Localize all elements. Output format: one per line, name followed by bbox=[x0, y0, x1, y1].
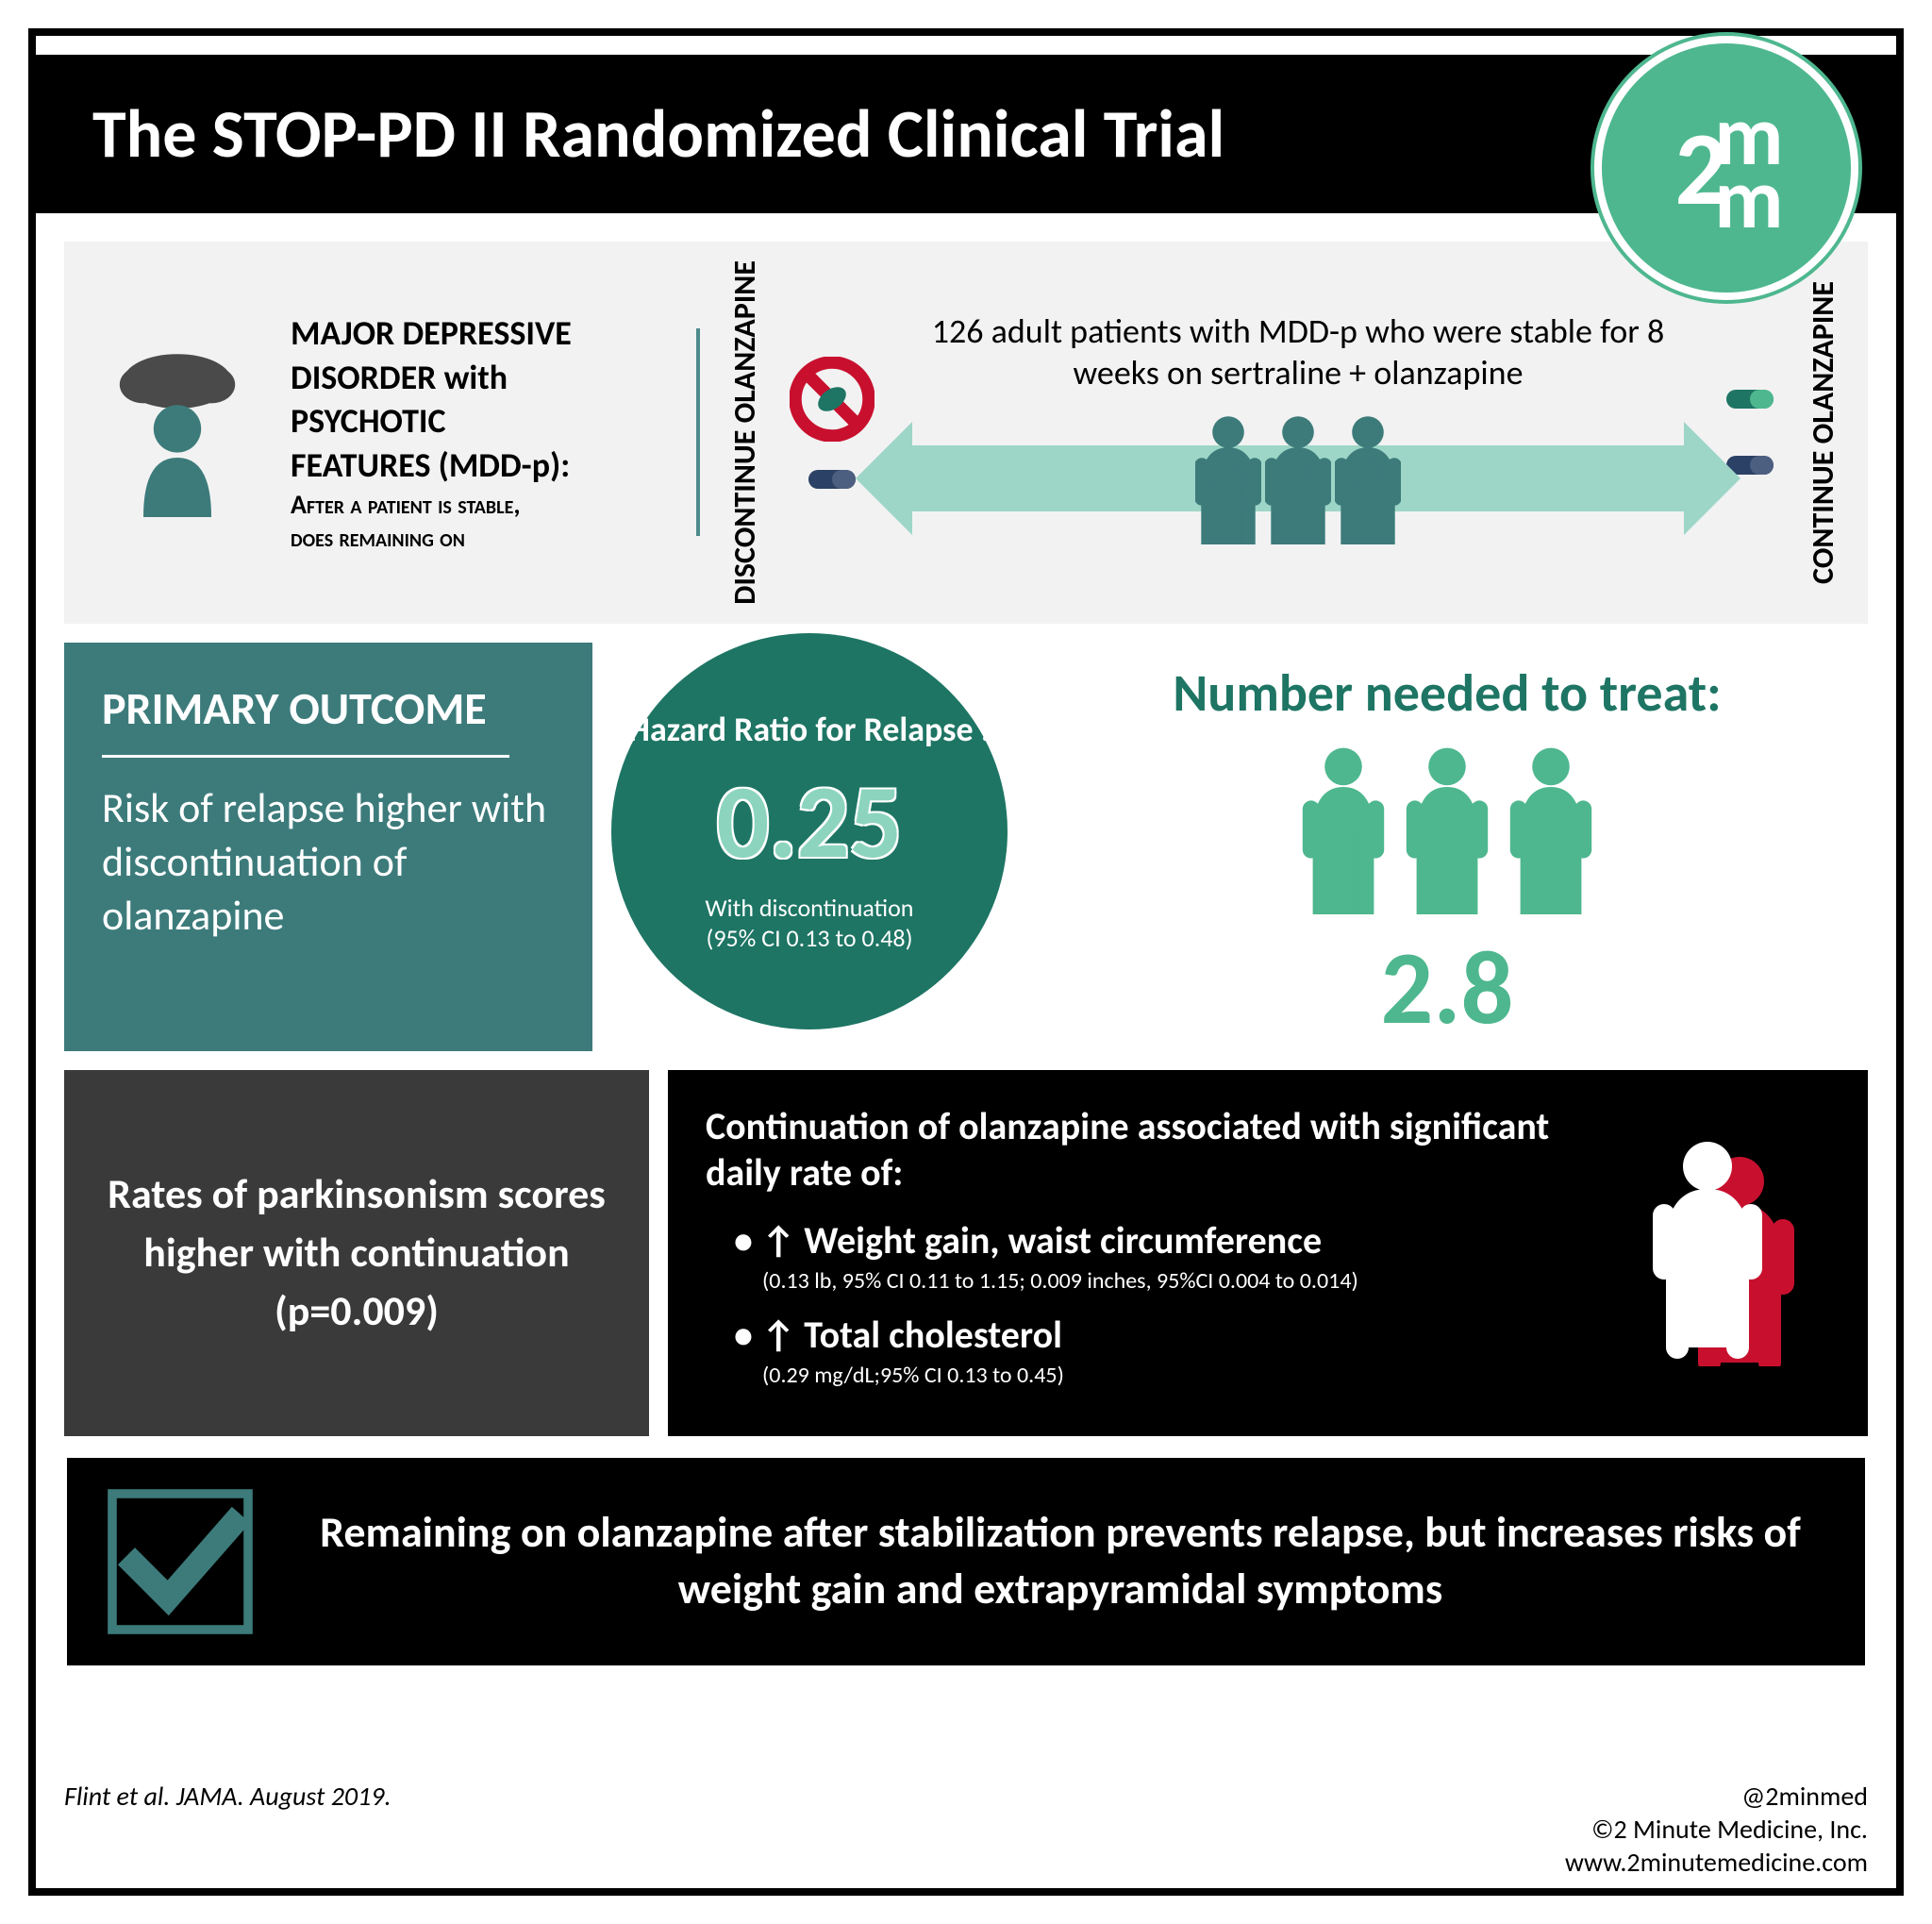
intro-row: MAJOR DEPRESSIVE DISORDER with PSYCHOTIC… bbox=[64, 242, 1868, 624]
continuation-item-weight: • ↑ Weight gain, waist circumference bbox=[734, 1214, 1613, 1267]
mdd-description: MAJOR DEPRESSIVE DISORDER with PSYCHOTIC… bbox=[291, 311, 668, 554]
mdd-sub2: does remaining on bbox=[291, 521, 668, 554]
continuation-detail-cholesterol: (0.29 mg/dL;95% CI 0.13 to 0.45) bbox=[762, 1362, 1613, 1389]
depressed-person-icon bbox=[92, 347, 262, 517]
mdd-line2: DISORDER with PSYCHOTIC bbox=[291, 356, 668, 444]
divider bbox=[102, 755, 509, 758]
conclusion-text: Remaining on olanzapine after stabilizat… bbox=[293, 1505, 1827, 1618]
primary-outcome-row: PRIMARY OUTCOME Risk of relapse higher w… bbox=[64, 643, 1868, 1051]
continuation-detail-weight: (0.13 lb, 95% CI 0.11 to 1.15; 0.009 inc… bbox=[762, 1267, 1613, 1295]
conclusion-row: Remaining on olanzapine after stabilizat… bbox=[64, 1455, 1868, 1668]
footer: Flint et al. JAMA. August 2019. @2minmed… bbox=[36, 1780, 1896, 1888]
mdd-line1: MAJOR DEPRESSIVE bbox=[291, 311, 668, 356]
vertical-divider bbox=[696, 328, 700, 536]
green-pill-icon bbox=[1722, 371, 1778, 427]
footer-credits: @2minmed ©2 Minute Medicine, Inc. www.2m… bbox=[1565, 1780, 1868, 1879]
population-text: 126 adult patients with MDD-p who were s… bbox=[903, 310, 1693, 393]
hazard-ratio-circle: Hazard Ratio for Relapse : 0.25 With dis… bbox=[611, 633, 1008, 1029]
continue-label: CONTINUE OLANZAPINE bbox=[1807, 281, 1840, 584]
primary-outcome-label: PRIMARY OUTCOME bbox=[102, 680, 555, 736]
logo-m2: m bbox=[1714, 168, 1777, 232]
footer-url: www.2minutemedicine.com bbox=[1565, 1846, 1868, 1879]
hazard-label: Hazard Ratio for Relapse : bbox=[628, 710, 991, 750]
randomization-arrow bbox=[903, 403, 1693, 554]
continuation-title: Continuation of olanzapine associated wi… bbox=[706, 1103, 1613, 1196]
mdd-line3: FEATURES (MDD-p): bbox=[291, 443, 668, 488]
footer-copyright: ©2 Minute Medicine, Inc. bbox=[1565, 1813, 1868, 1846]
nnt-value: 2.8 bbox=[1026, 924, 1868, 1051]
mdd-sub1: After a patient is stable, bbox=[291, 488, 668, 521]
nnt-title: Number needed to treat: bbox=[1026, 661, 1868, 726]
checkmark-icon bbox=[105, 1486, 256, 1637]
secondary-outcomes-row: Rates of parkinsonism scores higher with… bbox=[64, 1070, 1868, 1436]
nnt-block: Number needed to treat: 2.8 bbox=[1026, 643, 1868, 1051]
continuation-effects-box: Continuation of olanzapine associated wi… bbox=[668, 1070, 1868, 1436]
body-silhouette-icon bbox=[1641, 1140, 1830, 1366]
citation: Flint et al. JAMA. August 2019. bbox=[64, 1780, 391, 1879]
parkinsonism-text: Rates of parkinsonism scores higher with… bbox=[102, 1165, 611, 1340]
discontinue-label: DISCONTINUE OLANZAPINE bbox=[728, 260, 761, 605]
footer-handle: @2minmed bbox=[1565, 1780, 1868, 1813]
primary-outcome-box: PRIMARY OUTCOME Risk of relapse higher w… bbox=[64, 643, 592, 1051]
logo-2mm: 2 m m bbox=[1594, 36, 1858, 300]
hazard-value: 0.25 bbox=[717, 758, 903, 885]
primary-outcome-body: Risk of relapse higher with discontinuat… bbox=[102, 781, 555, 944]
navy-pill-icon bbox=[804, 451, 860, 508]
nnt-people-icon bbox=[1026, 745, 1868, 914]
main-title: The STOP-PD II Randomized Clinical Trial bbox=[92, 92, 1840, 176]
population-block: 126 adult patients with MDD-p who were s… bbox=[903, 310, 1693, 554]
continuation-item-cholesterol: • ↑ Total cholesterol bbox=[734, 1309, 1613, 1362]
parkinsonism-box: Rates of parkinsonism scores higher with… bbox=[64, 1070, 649, 1436]
hazard-sub2: (95% CI 0.13 to 0.48) bbox=[707, 923, 913, 953]
header-band: The STOP-PD II Randomized Clinical Trial… bbox=[36, 55, 1896, 213]
infographic-frame: The STOP-PD II Randomized Clinical Trial… bbox=[28, 28, 1904, 1896]
hazard-sub1: With discontinuation bbox=[706, 893, 914, 923]
three-people-icon bbox=[1195, 412, 1401, 544]
